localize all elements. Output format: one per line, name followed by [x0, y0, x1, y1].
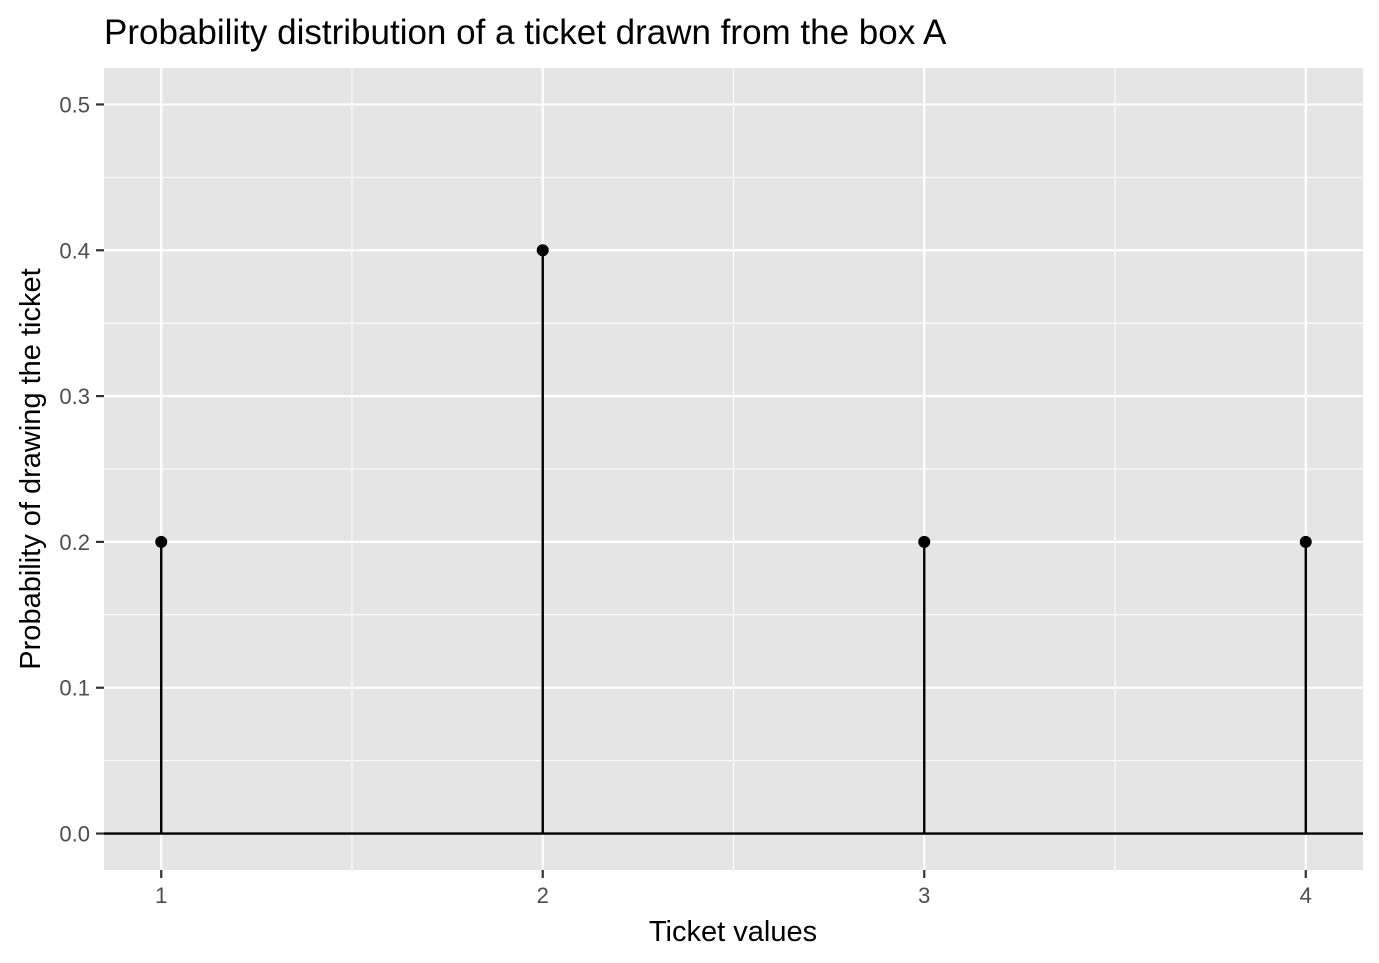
- y-axis-label: Probability of drawing the ticket: [15, 268, 47, 669]
- x-axis-ticks: 1 2 3 4: [155, 870, 1312, 908]
- x-tick-label: 3: [918, 883, 930, 908]
- y-tick-label: 0.1: [59, 676, 90, 701]
- x-tick-label: 1: [155, 883, 167, 908]
- y-tick-label: 0.2: [59, 530, 90, 555]
- lollipop-point: [155, 535, 168, 548]
- y-axis-ticks: 0.0 0.1 0.2 0.3 0.4 0.5: [59, 92, 104, 847]
- lollipop-points: [155, 244, 1312, 548]
- y-tick-label: 0.4: [59, 238, 90, 263]
- x-axis-label: Ticket values: [649, 916, 817, 948]
- x-tick-label: 4: [1300, 883, 1312, 908]
- lollipop-point: [1299, 535, 1312, 548]
- y-tick-label: 0.0: [59, 822, 90, 847]
- y-tick-label: 0.5: [59, 92, 90, 117]
- y-tick-label: 0.3: [59, 384, 90, 409]
- x-tick-label: 2: [537, 883, 549, 908]
- lollipop-point: [918, 535, 931, 548]
- grid-minor-lines: [104, 68, 1363, 870]
- lollipop-stems: [160, 250, 1307, 834]
- chart-title: Probability distribution of a ticket dra…: [104, 13, 947, 52]
- lollipop-point: [536, 244, 549, 257]
